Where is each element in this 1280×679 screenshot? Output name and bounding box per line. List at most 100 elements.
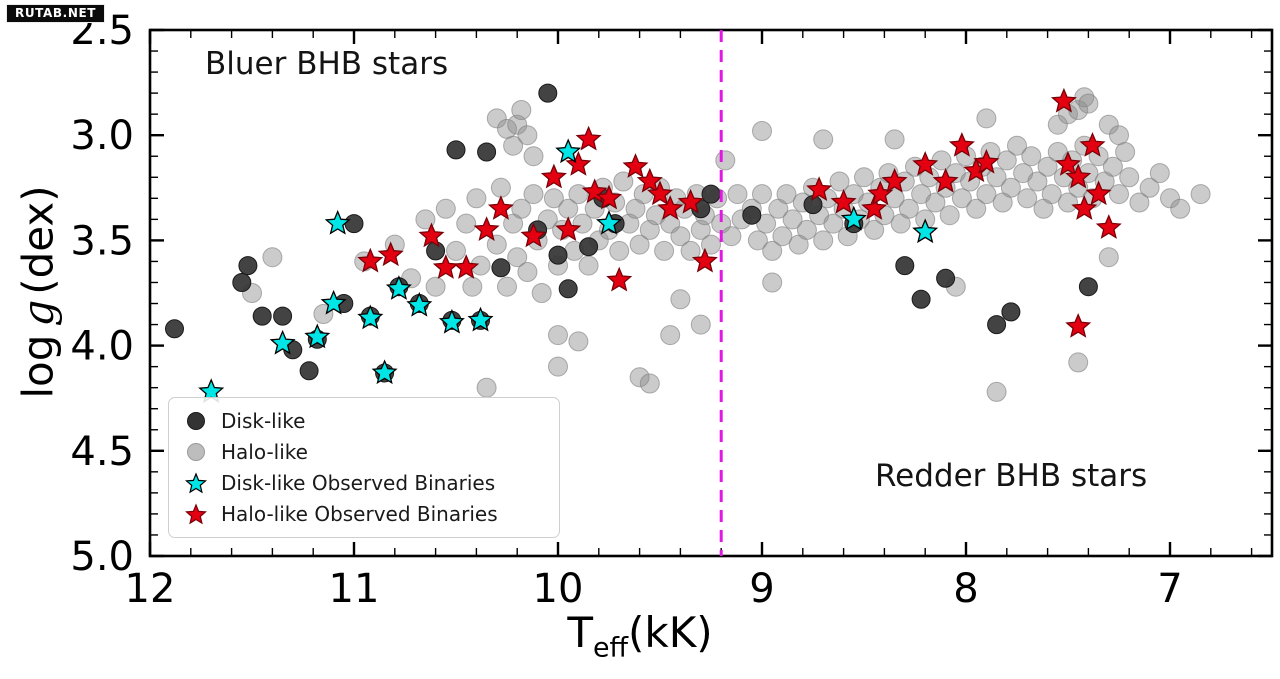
halo-binaries-point (487, 195, 514, 220)
series-halo (242, 87, 1211, 402)
disk-point (579, 237, 599, 257)
disk-binaries-point (357, 304, 384, 330)
halo-point (1160, 188, 1180, 209)
halo-point (782, 209, 803, 230)
halo-point (523, 146, 544, 167)
disk-point (344, 214, 364, 234)
halo-point (629, 367, 650, 388)
halo-binaries-point (606, 266, 633, 292)
halo-binaries-point (520, 222, 547, 248)
halo-point (996, 150, 1017, 171)
y-axis-label-prefix: log (13, 334, 63, 399)
halo-point (486, 234, 507, 255)
halo-point (752, 184, 772, 205)
y-axis-label: log g (dex) (14, 185, 63, 398)
halo-point (490, 177, 511, 198)
halo-point (976, 184, 997, 205)
halo-point (1115, 142, 1136, 162)
halo-point (511, 100, 532, 120)
x-tick-label: 7 (1157, 566, 1182, 612)
halo-binaries-point (973, 148, 1000, 174)
halo-point (727, 184, 748, 205)
halo-point (654, 240, 675, 261)
halo-binaries-point (453, 254, 480, 279)
watermark-badge: RUTAB.NET (6, 4, 106, 23)
halo-point (1139, 177, 1160, 198)
disk-binaries-point (371, 359, 398, 385)
disk-point (1078, 277, 1098, 297)
halo-point (548, 356, 568, 377)
halo-point (939, 205, 960, 226)
y-tick-label: 5.0 (70, 534, 134, 580)
annotation-bluer-bhb: Bluer BHB stars (205, 46, 449, 82)
legend-item-1: Halo-like (183, 439, 545, 465)
halo-point (670, 289, 691, 310)
halo-point (898, 198, 919, 219)
halo-point (456, 213, 477, 234)
halo-point (446, 240, 466, 261)
halo-point (925, 192, 946, 213)
halo-point (629, 234, 650, 255)
disk-point (911, 289, 931, 309)
y-axis-label-suffix: (dex) (13, 185, 63, 295)
halo-point (864, 219, 885, 240)
halo-point (701, 234, 721, 255)
disk-binaries-point (912, 218, 939, 244)
disk-binaries-point (324, 209, 351, 235)
halo-point (951, 188, 972, 209)
disk-point (299, 361, 319, 381)
halo-binaries-point (677, 188, 704, 214)
halo-binaries-point (948, 132, 975, 157)
halo-point (568, 331, 589, 352)
halo-point (1098, 247, 1119, 268)
halo-circle-icon (187, 443, 205, 461)
disk-point (895, 256, 915, 276)
halo-point (1000, 177, 1021, 198)
halo-point (966, 198, 987, 219)
x-tick-label: 9 (749, 566, 774, 612)
halo-point (462, 276, 483, 297)
halo-binaries-point (1079, 132, 1106, 157)
x-tick-label: 12 (125, 566, 176, 612)
x-tick-label: 11 (329, 566, 380, 612)
halo-point (1027, 171, 1048, 192)
halo-point (486, 108, 507, 129)
halo-point (517, 125, 538, 146)
disk-point (701, 184, 721, 204)
legend-label: Disk-like Observed Binaries (221, 471, 496, 495)
y-tick-label: 4.5 (70, 429, 134, 475)
halo-point (829, 171, 850, 192)
disk-point (491, 258, 511, 278)
disk-point (477, 142, 497, 162)
halo-point (476, 377, 497, 398)
legend-item-0: Disk-like (183, 408, 545, 434)
x-tick-label: 8 (953, 566, 978, 612)
halo-binaries-point (473, 216, 500, 241)
halo-point (609, 240, 630, 261)
disk-binaries-point (320, 289, 347, 315)
halo-point (660, 325, 681, 346)
halo-point (1149, 163, 1170, 184)
halo-binaries-point (1071, 195, 1098, 220)
halo-point (721, 226, 742, 247)
halo-point (976, 108, 997, 129)
halo-binaries-point (575, 125, 602, 151)
halo-point (715, 150, 736, 171)
halo-point (1119, 167, 1140, 188)
halo-point (1058, 192, 1078, 213)
scatter-points (165, 83, 1211, 403)
halo-point (986, 167, 1007, 188)
halo-point (523, 184, 544, 205)
x-axis-label-suffix: (kK) (628, 608, 713, 657)
plot-frame (148, 28, 1274, 558)
disk-point (165, 319, 184, 339)
disk-binaries-point (269, 329, 296, 355)
halo-point (813, 230, 834, 251)
halo-binaries-point (691, 247, 718, 273)
halo-point (507, 247, 528, 268)
halo-point (1098, 114, 1119, 135)
disk-binaries-point (406, 291, 433, 317)
halo-binaries-point (1054, 151, 1082, 176)
halo-binaries-point (595, 184, 623, 210)
y-axis-label-symbol: g (13, 299, 63, 327)
